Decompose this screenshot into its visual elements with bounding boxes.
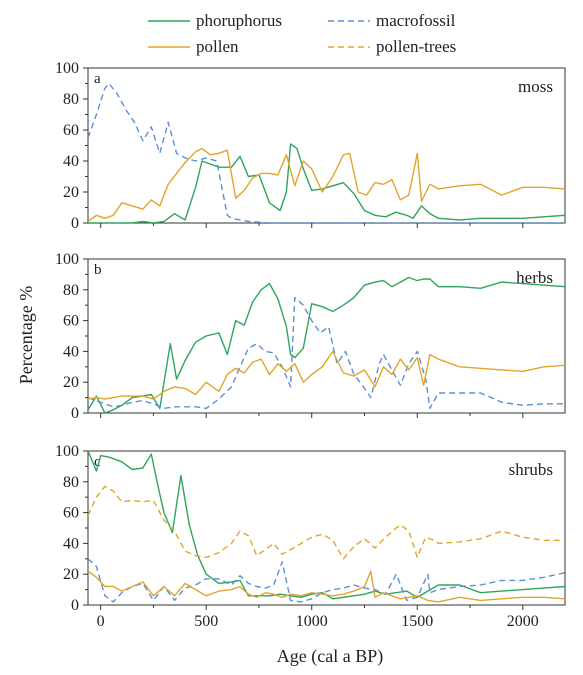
panel-letter: b bbox=[94, 262, 102, 278]
legend-label: pollen bbox=[196, 37, 239, 56]
y-tick-label: 100 bbox=[55, 60, 79, 77]
legend-item-phoruphorus: phoruphorus bbox=[148, 11, 282, 30]
x-axis-title: Age (cal a BP) bbox=[277, 646, 383, 667]
y-tick-label: 40 bbox=[63, 343, 79, 360]
x-tick-label: 2000 bbox=[507, 613, 539, 630]
y-tick-label: 0 bbox=[71, 597, 79, 614]
y-tick-label: 100 bbox=[55, 443, 79, 460]
y-tick-label: 20 bbox=[63, 374, 79, 391]
panel-a: 0 20 40 60 80 100 a moss bbox=[55, 60, 566, 232]
panels: 0 20 40 60 80 100 a moss 0 20 40 60 80 100 b herbs 0 20 40… bbox=[55, 60, 566, 630]
series-phoruphorus bbox=[88, 276, 565, 413]
series-pollen bbox=[88, 147, 565, 222]
legend-item-pollen-trees: pollen-trees bbox=[328, 37, 456, 56]
legend-item-pollen: pollen bbox=[148, 37, 239, 56]
legend-label: phoruphorus bbox=[196, 11, 282, 30]
y-tick-label: 80 bbox=[63, 91, 79, 108]
legend: phoruphorus macrofossil pollen pollen-trees bbox=[148, 11, 456, 56]
series-pollen-trees bbox=[88, 485, 565, 560]
y-tick-label: 20 bbox=[63, 184, 79, 201]
y-tick-label: 0 bbox=[71, 215, 79, 232]
x-tick-label: 1000 bbox=[296, 613, 328, 630]
y-tick-label: 60 bbox=[63, 505, 79, 522]
legend-label: pollen-trees bbox=[376, 37, 456, 56]
panel-title: shrubs bbox=[509, 460, 553, 479]
panel-c: 0 20 40 60 80 100 c shrubs 0 500 1000 1500 2000 bbox=[55, 443, 566, 630]
panel-title: moss bbox=[518, 77, 553, 96]
series-pollen bbox=[88, 570, 565, 603]
panel-title: herbs bbox=[516, 268, 553, 287]
series-macrofossil bbox=[88, 558, 565, 603]
series-pollen bbox=[88, 350, 565, 400]
y-tick-label: 80 bbox=[63, 474, 79, 491]
panel-frame bbox=[87, 67, 566, 224]
series-phoruphorus bbox=[88, 143, 565, 223]
x-tick-label: 500 bbox=[194, 613, 218, 630]
series-macrofossil bbox=[88, 82, 565, 223]
panel-letter: c bbox=[94, 454, 101, 470]
legend-item-macrofossil: macrofossil bbox=[328, 11, 456, 30]
y-tick-label: 40 bbox=[63, 535, 79, 552]
legend-label: macrofossil bbox=[376, 11, 456, 30]
y-tick-label: 100 bbox=[55, 251, 79, 268]
y-tick-label: 20 bbox=[63, 566, 79, 583]
x-tick-label: 1500 bbox=[401, 613, 433, 630]
y-tick-label: 0 bbox=[71, 405, 79, 422]
series-phoruphorus bbox=[88, 450, 565, 600]
x-tick-label: 0 bbox=[97, 613, 105, 630]
y-tick-label: 60 bbox=[63, 122, 79, 139]
y-axis-title: Percentage % bbox=[16, 286, 36, 384]
panel-letter: a bbox=[94, 71, 101, 87]
panel-b: 0 20 40 60 80 100 b herbs bbox=[55, 251, 566, 422]
series-macrofossil bbox=[88, 296, 565, 410]
y-tick-label: 80 bbox=[63, 282, 79, 299]
y-tick-label: 60 bbox=[63, 313, 79, 330]
panel-frame bbox=[87, 258, 566, 414]
y-tick-label: 40 bbox=[63, 153, 79, 170]
